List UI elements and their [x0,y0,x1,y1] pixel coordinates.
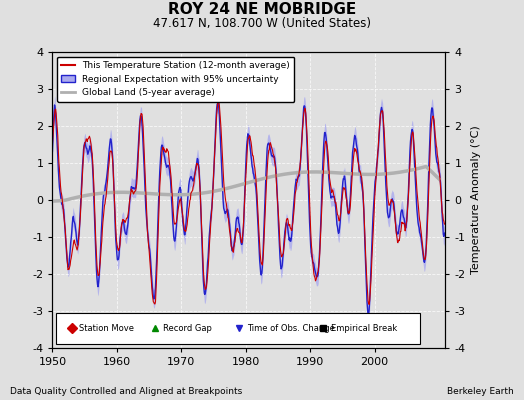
Y-axis label: Temperature Anomaly (°C): Temperature Anomaly (°C) [471,126,481,274]
Text: 47.617 N, 108.700 W (United States): 47.617 N, 108.700 W (United States) [153,17,371,30]
Text: Record Gap: Record Gap [163,324,212,333]
Legend: This Temperature Station (12-month average), Regional Expectation with 95% uncer: This Temperature Station (12-month avera… [57,56,294,102]
Text: Time of Obs. Change: Time of Obs. Change [247,324,335,333]
Bar [56,313,420,344]
Text: Berkeley Earth: Berkeley Earth [447,387,514,396]
Text: Empirical Break: Empirical Break [331,324,397,333]
Text: Data Quality Controlled and Aligned at Breakpoints: Data Quality Controlled and Aligned at B… [10,387,243,396]
Text: ROY 24 NE MOBRIDGE: ROY 24 NE MOBRIDGE [168,2,356,17]
Text: Station Move: Station Move [80,324,135,333]
